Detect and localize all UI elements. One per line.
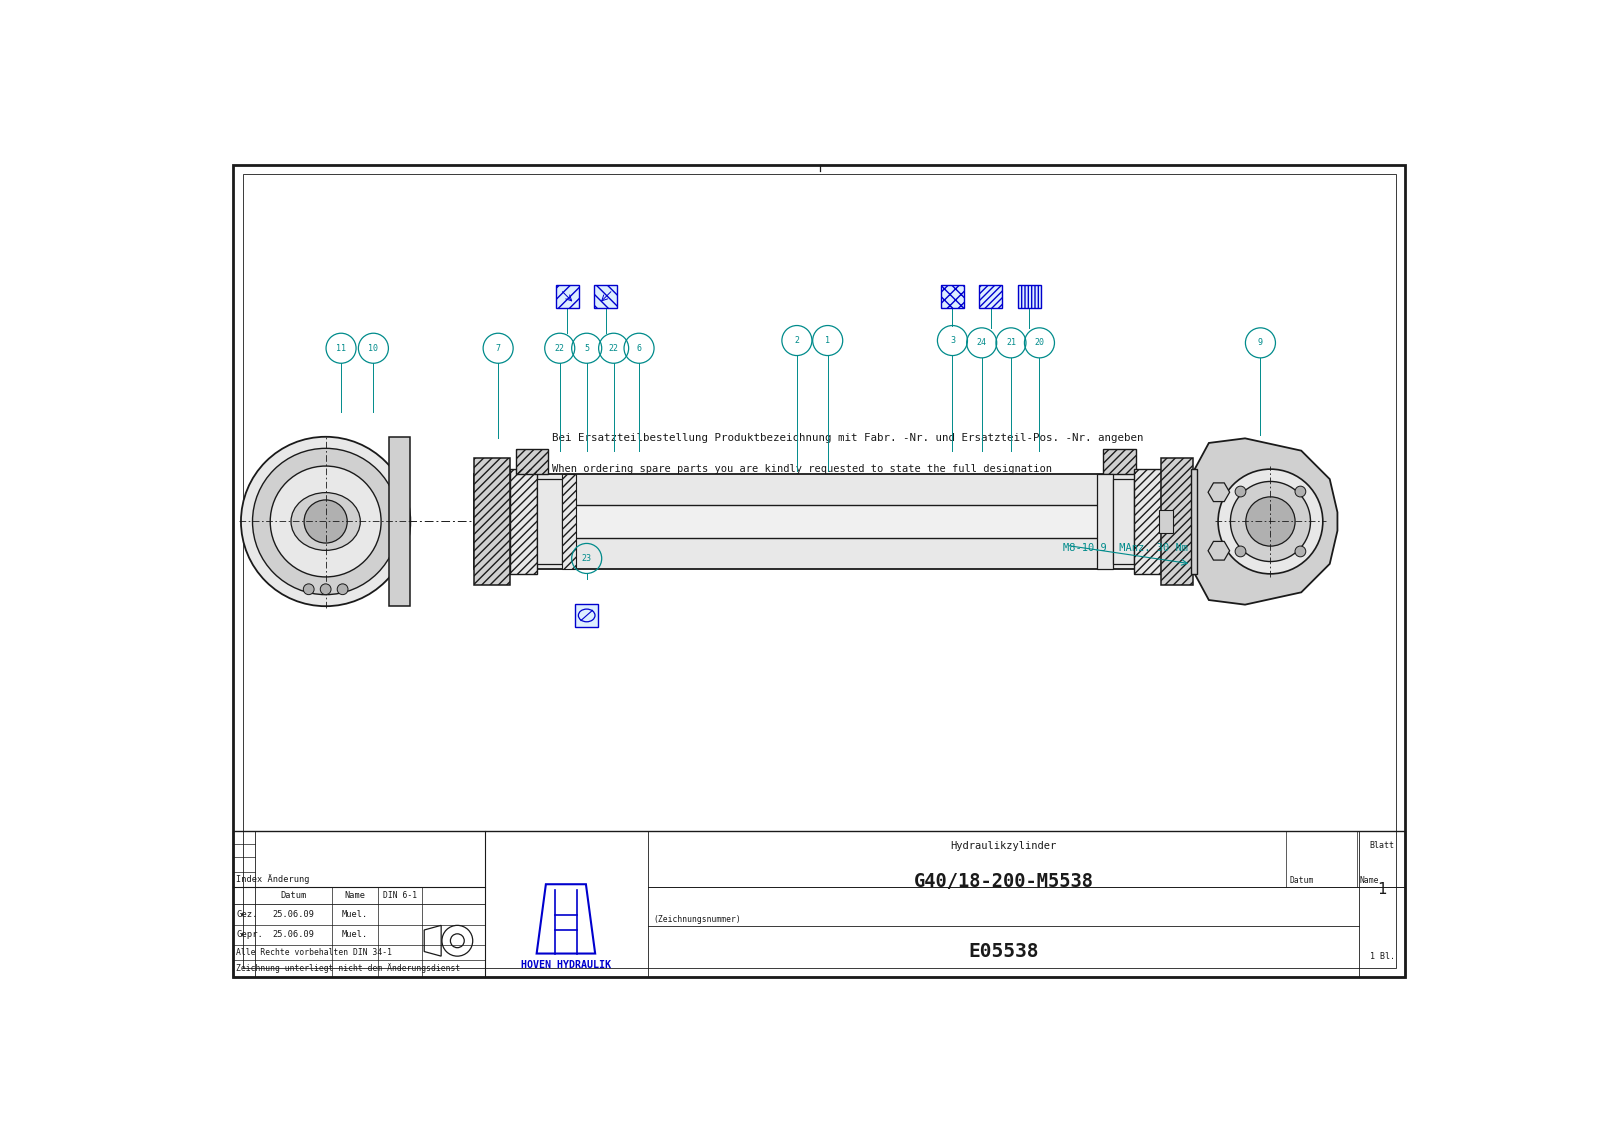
Bar xyxy=(515,449,549,474)
Bar xyxy=(1134,469,1162,573)
Circle shape xyxy=(1294,546,1306,556)
Circle shape xyxy=(253,448,398,595)
Text: Name: Name xyxy=(1360,877,1379,886)
Bar xyxy=(1018,285,1042,309)
Text: 5: 5 xyxy=(584,344,589,353)
Bar xyxy=(555,285,579,309)
Text: 10: 10 xyxy=(368,344,378,353)
Text: 3: 3 xyxy=(950,336,955,345)
Circle shape xyxy=(1246,497,1294,546)
Text: 23: 23 xyxy=(582,554,592,563)
Circle shape xyxy=(1235,486,1246,497)
Bar xyxy=(979,285,1003,309)
Text: Hydraulikzylinder: Hydraulikzylinder xyxy=(950,840,1056,851)
Circle shape xyxy=(304,584,314,595)
Text: (Zeichnungsnummer): (Zeichnungsnummer) xyxy=(653,915,741,924)
Text: When ordering spare parts you are kindly requested to state the full designation: When ordering spare parts you are kindly… xyxy=(552,464,1053,474)
Text: Blatt: Blatt xyxy=(1370,841,1395,851)
Bar xyxy=(1098,474,1112,569)
Bar xyxy=(555,285,579,309)
Text: 20: 20 xyxy=(1035,338,1045,347)
Text: Zeichnung unterliegt nicht dem Änderungsdienst: Zeichnung unterliegt nicht dem Änderungs… xyxy=(237,964,461,974)
Bar xyxy=(234,831,1405,977)
Polygon shape xyxy=(1194,439,1338,605)
Text: M8-10.9  MAnz. 30 Nm: M8-10.9 MAnz. 30 Nm xyxy=(1062,543,1187,553)
Bar xyxy=(562,474,576,569)
Text: 6: 6 xyxy=(637,344,642,353)
Text: 9: 9 xyxy=(1258,338,1262,347)
Bar xyxy=(474,458,510,585)
Bar xyxy=(1158,510,1173,533)
Text: DIN 6-1: DIN 6-1 xyxy=(382,891,418,900)
Bar xyxy=(1112,480,1134,564)
Text: 7: 7 xyxy=(496,344,501,353)
Circle shape xyxy=(338,584,347,595)
Text: Muel.: Muel. xyxy=(342,910,368,918)
Bar xyxy=(1190,469,1197,573)
Text: Bei Ersatzteilbestellung Produktbezeichnung mit Fabr. -Nr. und Ersatzteil-Pos. -: Bei Ersatzteilbestellung Produktbezeichn… xyxy=(552,433,1144,443)
Bar xyxy=(941,285,963,309)
Bar xyxy=(389,437,410,606)
Bar xyxy=(538,480,562,564)
Bar xyxy=(574,604,598,627)
Text: 22: 22 xyxy=(555,344,565,353)
Text: 11: 11 xyxy=(336,344,346,353)
Text: Gez.: Gez. xyxy=(237,910,258,918)
Text: 21: 21 xyxy=(1006,338,1016,347)
Text: 2: 2 xyxy=(794,336,800,345)
Bar xyxy=(979,285,1003,309)
Bar xyxy=(474,458,510,585)
Bar xyxy=(510,469,538,573)
Text: 25.06.09: 25.06.09 xyxy=(272,910,314,918)
Bar xyxy=(510,469,538,573)
Circle shape xyxy=(320,584,331,595)
Text: HOVEN HYDRAULIK: HOVEN HYDRAULIK xyxy=(522,960,611,969)
Circle shape xyxy=(1235,546,1246,556)
Bar xyxy=(1104,449,1136,474)
Text: E05538: E05538 xyxy=(968,942,1038,961)
Text: Name: Name xyxy=(344,891,365,900)
Circle shape xyxy=(270,466,381,577)
Text: 1: 1 xyxy=(826,336,830,345)
Text: Index Änderung: Index Änderung xyxy=(237,874,310,884)
Ellipse shape xyxy=(291,493,360,551)
Circle shape xyxy=(242,437,410,606)
Bar xyxy=(474,504,1189,538)
Bar xyxy=(1104,449,1136,474)
Bar xyxy=(1162,458,1194,585)
Circle shape xyxy=(1230,482,1310,561)
Bar xyxy=(941,285,963,309)
Bar xyxy=(594,285,618,309)
Text: Muel.: Muel. xyxy=(342,931,368,940)
Text: 22: 22 xyxy=(608,344,619,353)
Text: G40/18-200-M5538: G40/18-200-M5538 xyxy=(914,872,1094,891)
Text: 24: 24 xyxy=(976,338,987,347)
Text: Datum: Datum xyxy=(1290,877,1314,886)
Text: 1: 1 xyxy=(1378,882,1387,897)
Text: 1 Bl.: 1 Bl. xyxy=(1370,952,1395,961)
Bar xyxy=(1018,285,1042,309)
Text: 25.06.09: 25.06.09 xyxy=(272,931,314,940)
Bar xyxy=(1134,469,1162,573)
Bar xyxy=(1162,458,1194,585)
Text: Gepr.: Gepr. xyxy=(237,931,264,940)
Text: Alle Rechte vorbehalten DIN 34-1: Alle Rechte vorbehalten DIN 34-1 xyxy=(237,948,392,957)
Bar xyxy=(562,474,576,569)
Text: as well as the item number of each required part.: as well as the item number of each requi… xyxy=(552,484,858,494)
Circle shape xyxy=(1294,486,1306,497)
Bar xyxy=(474,474,1150,569)
Circle shape xyxy=(304,500,347,543)
Bar xyxy=(594,285,618,309)
Circle shape xyxy=(1218,469,1323,573)
Text: Datum: Datum xyxy=(280,891,307,900)
Bar xyxy=(515,449,549,474)
